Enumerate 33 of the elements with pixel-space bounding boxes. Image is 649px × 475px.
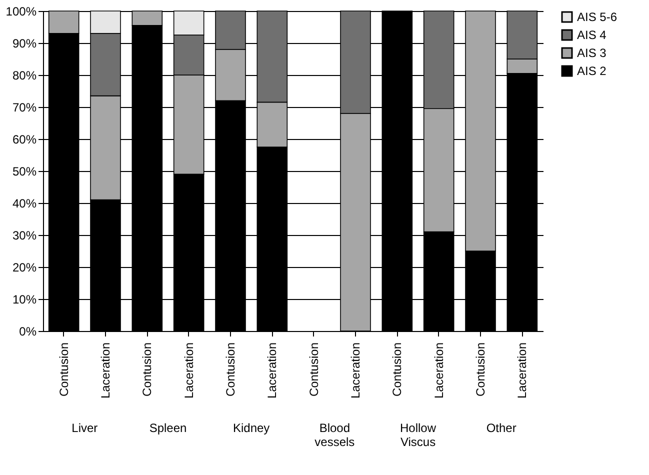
x-tick-label: Contusion — [390, 342, 404, 397]
text: Liver — [72, 421, 98, 435]
legend-label: AIS 4 — [577, 28, 607, 42]
y-tick-label: 70% — [12, 100, 37, 114]
x-tick-label: Contusion — [140, 342, 154, 397]
y-tick-label: 60% — [12, 132, 37, 146]
x-tick-label: Contusion — [56, 342, 71, 397]
x-tick-label: Laceration — [515, 342, 530, 399]
y-tick-label: 10% — [12, 292, 37, 306]
x-tick-label: Laceration — [98, 342, 112, 399]
text: Spleen — [149, 421, 187, 435]
legend-label: AIS 3 — [577, 46, 607, 60]
x-tick-label: Laceration — [265, 342, 280, 399]
y-tick-label: 80% — [12, 68, 37, 82]
y-tick-label: 90% — [12, 36, 37, 50]
text: Hollow Viscus — [400, 421, 436, 449]
y-tick-label: 50% — [12, 164, 37, 178]
x-tick-label: Contusion — [474, 342, 488, 397]
y-tick-label: 20% — [12, 260, 37, 274]
legend-label: AIS 2 — [577, 64, 607, 78]
legend-label: AIS 5-6 — [577, 10, 618, 24]
x-tick-label: Laceration — [432, 342, 446, 399]
text: Kidney — [232, 421, 270, 435]
x-tick-label: Contusion — [306, 342, 321, 397]
x-tick-label: Laceration — [182, 342, 196, 399]
y-tick-label: 0% — [19, 324, 37, 338]
x-tick-label: Contusion — [224, 342, 238, 397]
text: Blood vessels — [314, 421, 355, 449]
text: Other — [486, 421, 516, 435]
y-tick-label: 30% — [12, 228, 37, 242]
x-tick-label: Laceration — [348, 342, 362, 399]
y-tick-label: 40% — [12, 196, 37, 210]
y-tick-label: 100% — [6, 4, 37, 18]
